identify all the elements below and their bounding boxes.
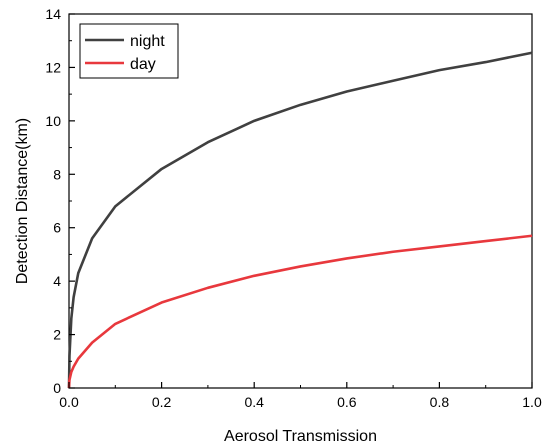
x-tick-label: 1.0 bbox=[522, 394, 542, 410]
x-tick-label: 0.0 bbox=[59, 394, 79, 410]
y-tick-label: 6 bbox=[53, 220, 61, 236]
x-axis-label: Aerosol Transmission bbox=[224, 428, 377, 445]
legend-label-day: day bbox=[130, 56, 156, 73]
legend-label-night: night bbox=[130, 33, 165, 50]
y-tick-label: 12 bbox=[45, 59, 61, 75]
x-tick-label: 0.8 bbox=[430, 394, 450, 410]
y-tick-label: 8 bbox=[53, 166, 61, 182]
y-tick-label: 14 bbox=[45, 6, 61, 22]
series-line-night bbox=[67, 51, 533, 389]
legend: night day bbox=[79, 23, 179, 79]
y-tick-label: 4 bbox=[53, 273, 61, 289]
y-tick-label: 10 bbox=[45, 113, 61, 129]
y-tick-label: 0 bbox=[53, 380, 61, 396]
y-axis-ticks: 0 2 4 6 8 10 12 14 bbox=[45, 6, 75, 396]
x-tick-label: 0.4 bbox=[244, 394, 264, 410]
x-axis-ticks: 0.0 0.2 0.4 0.6 0.8 1.0 bbox=[59, 382, 542, 410]
series-line-day bbox=[67, 234, 533, 389]
y-axis-label: Detection Distance(km) bbox=[14, 118, 31, 284]
x-tick-label: 0.2 bbox=[152, 394, 172, 410]
x-tick-label: 0.6 bbox=[337, 394, 357, 410]
legend-box bbox=[79, 23, 179, 79]
series-layer bbox=[67, 51, 533, 389]
y-tick-label: 2 bbox=[53, 327, 61, 343]
